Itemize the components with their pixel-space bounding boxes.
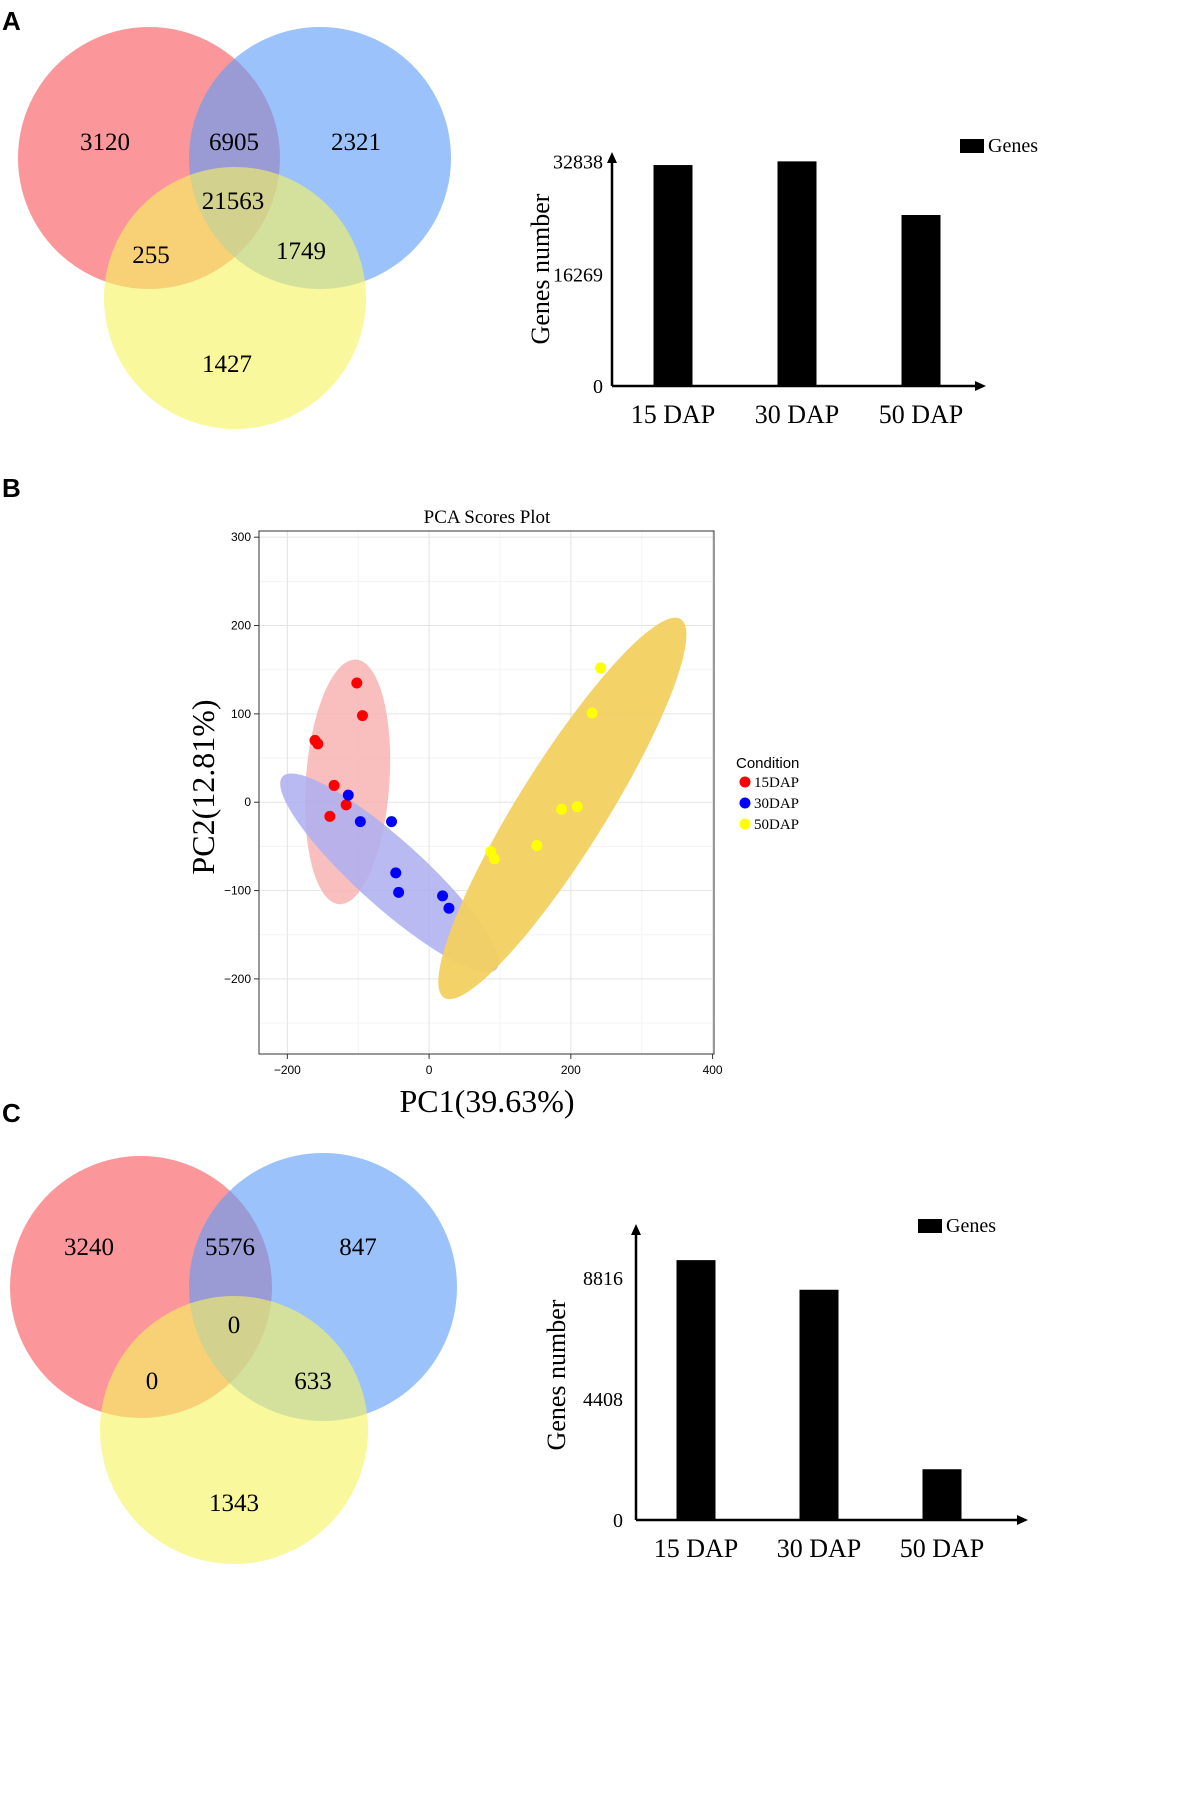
pca-point-15DAP	[340, 799, 352, 811]
bar-chart-a: Genes number Genes 0 16269 32838 15 DAP 30 …	[526, 135, 1038, 429]
pca-legend-key-15DAP	[739, 776, 751, 788]
pca-point-50DAP	[488, 853, 500, 865]
bar-c-y-tick-label: 8816	[583, 1268, 623, 1290]
pca-point-30DAP	[386, 816, 398, 828]
bar-c-legend-swatch	[918, 1219, 942, 1233]
pca-legend-key-50DAP	[739, 818, 751, 830]
venn-c-only-3: 1343	[209, 1490, 259, 1517]
bar-c-y-tick-label: 0	[613, 1510, 623, 1532]
pca-legend-title: Condition	[736, 755, 799, 772]
pca-point-30DAP	[443, 902, 455, 914]
bar-c-x-arrow	[1017, 1515, 1028, 1525]
pca-x-tick-label: 200	[561, 1063, 581, 1077]
bar-c-bar-3	[922, 1469, 962, 1520]
pca-point-30DAP	[342, 789, 354, 801]
venn-a-only-1: 3120	[80, 129, 130, 156]
bar-c-category-label: 30 DAP	[777, 1534, 862, 1563]
bar-a-category-label: 50 DAP	[879, 400, 964, 429]
pca-point-15DAP	[351, 677, 363, 689]
venn-a: 3120 6905 2321 21563 255 1749 1427	[18, 27, 451, 429]
bar-a-x-arrow	[975, 381, 986, 391]
pca-x-tick-label: 0	[426, 1063, 433, 1077]
pca-scores-plot: −200 0 200 400 −200 −100 0 100 200 300 PCA Scores…	[185, 507, 799, 1119]
pca-y-tick-label: −100	[224, 884, 251, 898]
pca-legend-label: 30DAP	[754, 796, 799, 812]
bar-c-category-label: 50 DAP	[900, 1534, 985, 1563]
bar-a-category-label: 15 DAP	[631, 400, 716, 429]
bar-chart-c: Genes number Genes 0 4408 8816 15 DAP 30 DA…	[542, 1215, 1028, 1563]
bar-a-legend-swatch	[960, 139, 984, 153]
pca-point-15DAP	[312, 738, 324, 750]
bar-a-ylabel: Genes number	[526, 193, 555, 344]
pca-x-tick-label: −200	[274, 1063, 301, 1077]
pca-y-tick-label: 300	[231, 530, 251, 544]
venn-c-overlap-23: 633	[294, 1368, 332, 1395]
venn-c-only-1: 3240	[64, 1234, 114, 1261]
venn-a-circle-3	[104, 167, 366, 429]
bar-c-ylabel: Genes number	[542, 1299, 571, 1450]
venn-a-overlap-123: 21563	[202, 188, 265, 215]
bar-a-category-label: 30 DAP	[755, 400, 840, 429]
bar-a-y-tick-label: 0	[593, 376, 603, 398]
venn-c-overlap-13: 0	[146, 1368, 159, 1395]
pca-legend-key-30DAP	[739, 797, 751, 809]
pca-point-50DAP	[531, 840, 543, 852]
pca-y-tick-label: 200	[231, 619, 251, 633]
bar-a-y-arrow	[607, 152, 617, 163]
pca-title: PCA Scores Plot	[424, 507, 551, 528]
pca-point-50DAP	[571, 801, 583, 813]
pca-point-50DAP	[595, 662, 607, 674]
venn-c-only-2: 847	[339, 1234, 377, 1261]
pca-point-15DAP	[356, 710, 368, 722]
venn-a-overlap-13: 255	[132, 242, 170, 269]
venn-a-only-2: 2321	[331, 129, 381, 156]
venn-a-only-3: 1427	[202, 351, 252, 378]
venn-c-circle-3	[100, 1296, 368, 1564]
bar-a-bar-2	[777, 161, 817, 386]
bar-a-bar-3	[901, 214, 941, 386]
panel-label-a: A	[2, 6, 21, 36]
bar-c-bar-1	[676, 1260, 716, 1520]
bar-c-bar-2	[799, 1289, 839, 1520]
panel-label-b: B	[2, 473, 21, 503]
bar-c-y-tick-label: 4408	[583, 1389, 623, 1411]
venn-a-overlap-12: 6905	[209, 129, 259, 156]
pca-y-tick-label: 100	[231, 707, 251, 721]
bar-a-y-tick-label: 16269	[553, 265, 603, 287]
pca-x-tick-label: 400	[703, 1063, 723, 1077]
pca-point-30DAP	[393, 886, 405, 898]
bar-a-y-tick-label: 32838	[553, 151, 603, 173]
bar-c-legend-label: Genes	[946, 1215, 996, 1237]
pca-point-50DAP	[586, 707, 598, 719]
pca-y-tick-label: 0	[244, 795, 251, 809]
pca-ylabel: PC2(12.81%)	[185, 699, 221, 874]
bar-a-legend-label: Genes	[988, 135, 1038, 157]
pca-point-15DAP	[324, 810, 336, 822]
venn-c: 3240 5576 847 0 0 633 1343	[10, 1153, 457, 1564]
pca-point-15DAP	[328, 779, 340, 791]
venn-a-overlap-23: 1749	[276, 238, 326, 265]
bar-a-bar-1	[653, 165, 693, 386]
pca-xlabel: PC1(39.63%)	[399, 1083, 574, 1119]
pca-plot-border	[258, 530, 715, 1055]
bar-c-category-label: 15 DAP	[654, 1534, 739, 1563]
venn-c-overlap-12: 5576	[205, 1234, 255, 1261]
bar-c-y-arrow	[631, 1224, 641, 1235]
pca-legend-label: 15DAP	[754, 775, 799, 791]
pca-point-30DAP	[437, 890, 449, 902]
pca-legend-label: 50DAP	[754, 817, 799, 833]
pca-point-50DAP	[556, 803, 568, 815]
pca-ellipse-30DAP	[280, 773, 499, 973]
panel-label-c: C	[2, 1098, 21, 1128]
pca-point-30DAP	[354, 816, 366, 828]
pca-point-30DAP	[390, 867, 402, 879]
venn-c-overlap-123: 0	[228, 1312, 241, 1339]
pca-y-tick-label: −200	[224, 972, 251, 986]
